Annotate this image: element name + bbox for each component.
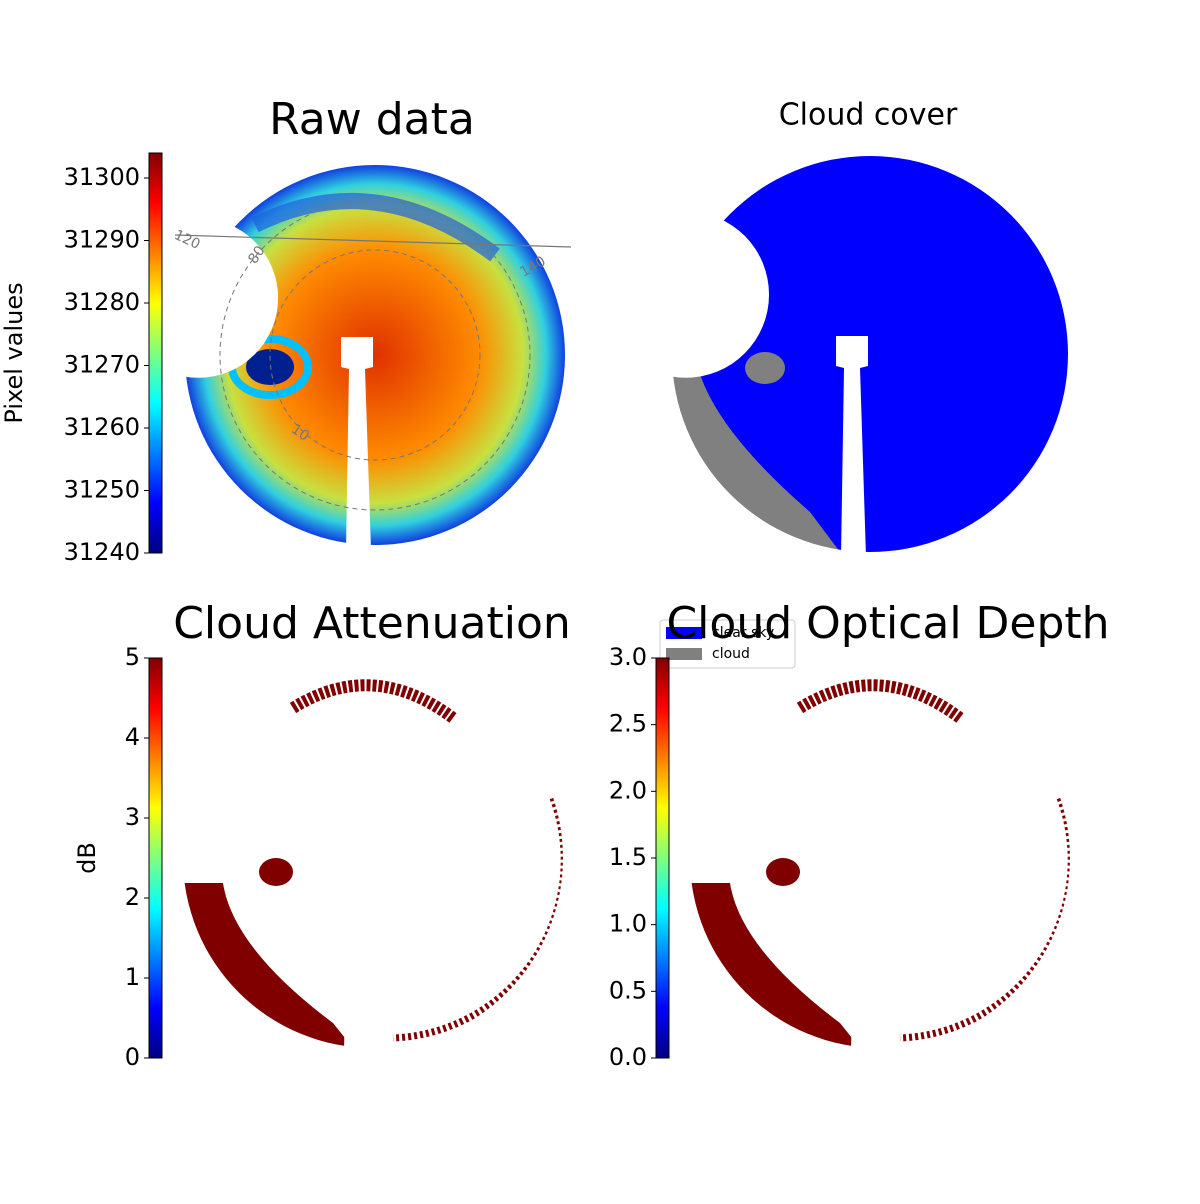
- image-cloud: [690, 883, 860, 1048]
- colorbar-tick-label: 31280: [64, 288, 140, 316]
- image-cloud-rim: [392, 796, 568, 1042]
- colorbar-tick-label: 1.0: [609, 910, 647, 938]
- colorbar-tick-label: 2: [125, 883, 140, 911]
- image-cloud: [672, 374, 840, 552]
- legend-swatch: [666, 648, 702, 660]
- colorbar-tick-label: 0.5: [609, 976, 647, 1004]
- colorbar-tick-label: 4: [125, 723, 140, 751]
- panel-title: Cloud Attenuation: [173, 598, 571, 649]
- sky-image: [185, 165, 565, 545]
- colorbar: [148, 152, 163, 554]
- image-cloud-rim: [899, 796, 1075, 1042]
- colorbar-tick-label: 3.0: [609, 643, 647, 671]
- colorbar: [148, 657, 163, 1059]
- colorbar-tick-label: 31290: [64, 226, 140, 254]
- image-band: [251, 193, 500, 262]
- colorbar-tick-label: 1.5: [609, 843, 647, 871]
- colorbar-tick-label: 1: [125, 963, 140, 991]
- colorbar-tick-label: 31240: [64, 538, 140, 566]
- sky-image: [672, 156, 1068, 552]
- image-fill: [185, 165, 565, 545]
- legend-label: cloud: [712, 646, 750, 662]
- sky-image: [690, 668, 1075, 1048]
- image-cloud-top: [289, 679, 457, 723]
- polar-ring: [269, 249, 481, 461]
- colorbar-tick-label: 2.0: [609, 776, 647, 804]
- colorbar-label: dB: [73, 842, 101, 874]
- colorbar-tick-label: 0.0: [609, 1043, 647, 1071]
- panel-title: Cloud cover: [779, 98, 958, 133]
- image-cloud-blob: [766, 858, 800, 886]
- image-cloud-blob: [745, 352, 785, 384]
- panel-title: Raw data: [269, 94, 475, 145]
- colorbar-tick-label: 3: [125, 803, 140, 831]
- colorbar-tick-label: 31250: [64, 476, 140, 504]
- colorbar-tick-label: 2.5: [609, 710, 647, 738]
- image-blob-halo: [228, 335, 312, 399]
- colorbar-label: Pixel values: [0, 282, 28, 423]
- image-blob: [246, 349, 294, 385]
- image-cloud: [183, 883, 353, 1048]
- colorbar-tick-label: 31300: [64, 163, 140, 191]
- colorbar-tick-label: 31270: [64, 351, 140, 379]
- polar-ring: [219, 199, 531, 511]
- image-cloud-blob: [259, 858, 293, 886]
- legend-label: clear sky: [712, 625, 774, 641]
- legend-swatch: [666, 627, 702, 639]
- colorbar-tick-label: 5: [125, 643, 140, 671]
- colorbar-tick-label: 31260: [64, 413, 140, 441]
- colorbar-tick-label: 0: [125, 1043, 140, 1071]
- sky-image: [183, 668, 568, 1048]
- colorbar: [655, 657, 670, 1059]
- polar-line: [174, 234, 572, 248]
- panel-title: Cloud Optical Depth: [666, 598, 1109, 649]
- image-cloud-top: [796, 679, 964, 723]
